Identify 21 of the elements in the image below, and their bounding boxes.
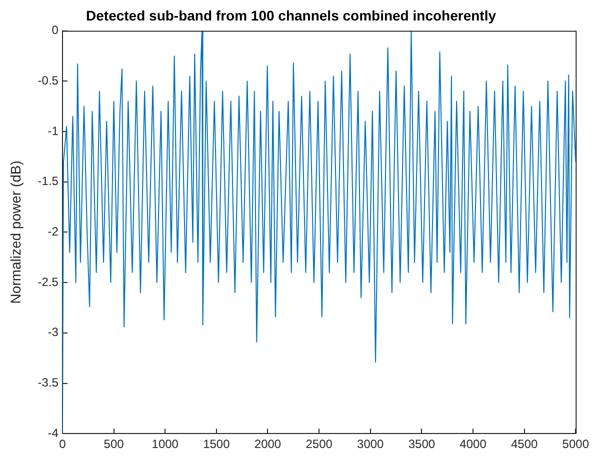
y-tick-label: -0.5 xyxy=(38,73,59,88)
y-axis-title: Normalized power (dB) xyxy=(7,160,24,304)
x-tick-label: 5000 xyxy=(562,437,590,452)
x-tick-label: 2000 xyxy=(254,437,282,452)
x-tick-label: 4500 xyxy=(510,437,538,452)
x-tick-label: 4000 xyxy=(460,437,487,452)
y-tick-label: -3.5 xyxy=(38,376,59,390)
chart-title: Detected sub-band from 100 channels combined incoherently xyxy=(86,7,496,24)
x-tick-label: 3500 xyxy=(408,437,436,452)
x-tick-label: 1000 xyxy=(152,437,179,452)
y-tick-label: -1 xyxy=(48,124,59,138)
y-tick-label: 0 xyxy=(52,23,59,38)
x-tick-label: 2500 xyxy=(306,437,333,452)
y-tick-label: -1.5 xyxy=(38,174,59,188)
x-tick-label: 500 xyxy=(104,437,124,452)
y-tick-label: -2 xyxy=(48,224,59,239)
x-tick-label: 3000 xyxy=(357,437,384,452)
y-tick-label: -4 xyxy=(48,426,59,440)
x-tick-label: 1500 xyxy=(203,437,230,452)
y-tick-label: -3 xyxy=(48,325,59,340)
y-tick-label: -2.5 xyxy=(38,274,59,289)
